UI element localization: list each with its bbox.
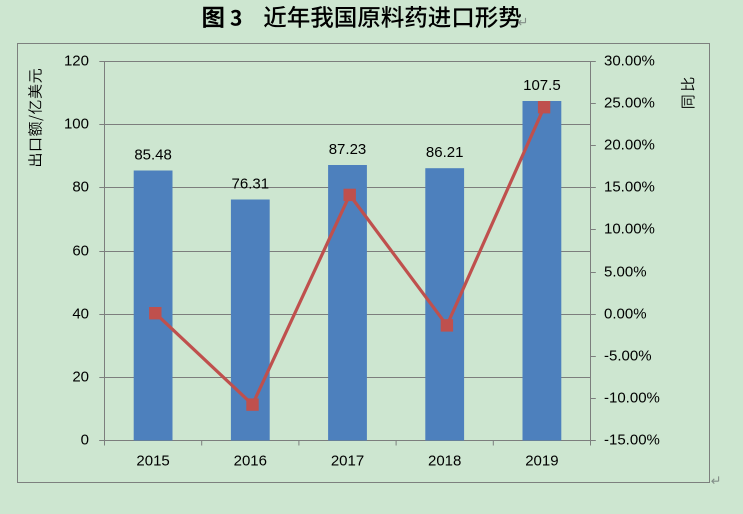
svg-text:60: 60 — [72, 243, 89, 260]
svg-text:20.00%: 20.00% — [604, 137, 655, 154]
svg-text:0.00%: 0.00% — [604, 306, 647, 323]
svg-text:-5.00%: -5.00% — [604, 348, 652, 365]
svg-text:15.00%: 15.00% — [604, 179, 655, 196]
svg-text:10.00%: 10.00% — [604, 221, 655, 238]
svg-text:30.00%: 30.00% — [604, 53, 655, 70]
svg-text:20: 20 — [72, 369, 89, 386]
svg-text:120: 120 — [64, 53, 89, 70]
svg-text:25.00%: 25.00% — [604, 95, 655, 112]
svg-text:2015: 2015 — [136, 452, 169, 469]
svg-text:0: 0 — [81, 432, 89, 449]
svg-text:85.48: 85.48 — [134, 147, 172, 164]
svg-text:86.21: 86.21 — [426, 144, 464, 161]
svg-text:87.23: 87.23 — [329, 141, 367, 158]
svg-text:2016: 2016 — [234, 452, 267, 469]
svg-text:107.5: 107.5 — [523, 77, 561, 94]
svg-text:2019: 2019 — [525, 452, 558, 469]
svg-text:5.00%: 5.00% — [604, 264, 647, 281]
svg-text:2018: 2018 — [428, 452, 461, 469]
svg-text:76.31: 76.31 — [232, 176, 270, 193]
svg-text:80: 80 — [72, 179, 89, 196]
svg-text:100: 100 — [64, 116, 89, 133]
svg-text:2017: 2017 — [331, 452, 364, 469]
svg-text:-15.00%: -15.00% — [604, 432, 660, 449]
svg-text:40: 40 — [72, 306, 89, 323]
svg-text:-10.00%: -10.00% — [604, 390, 660, 407]
